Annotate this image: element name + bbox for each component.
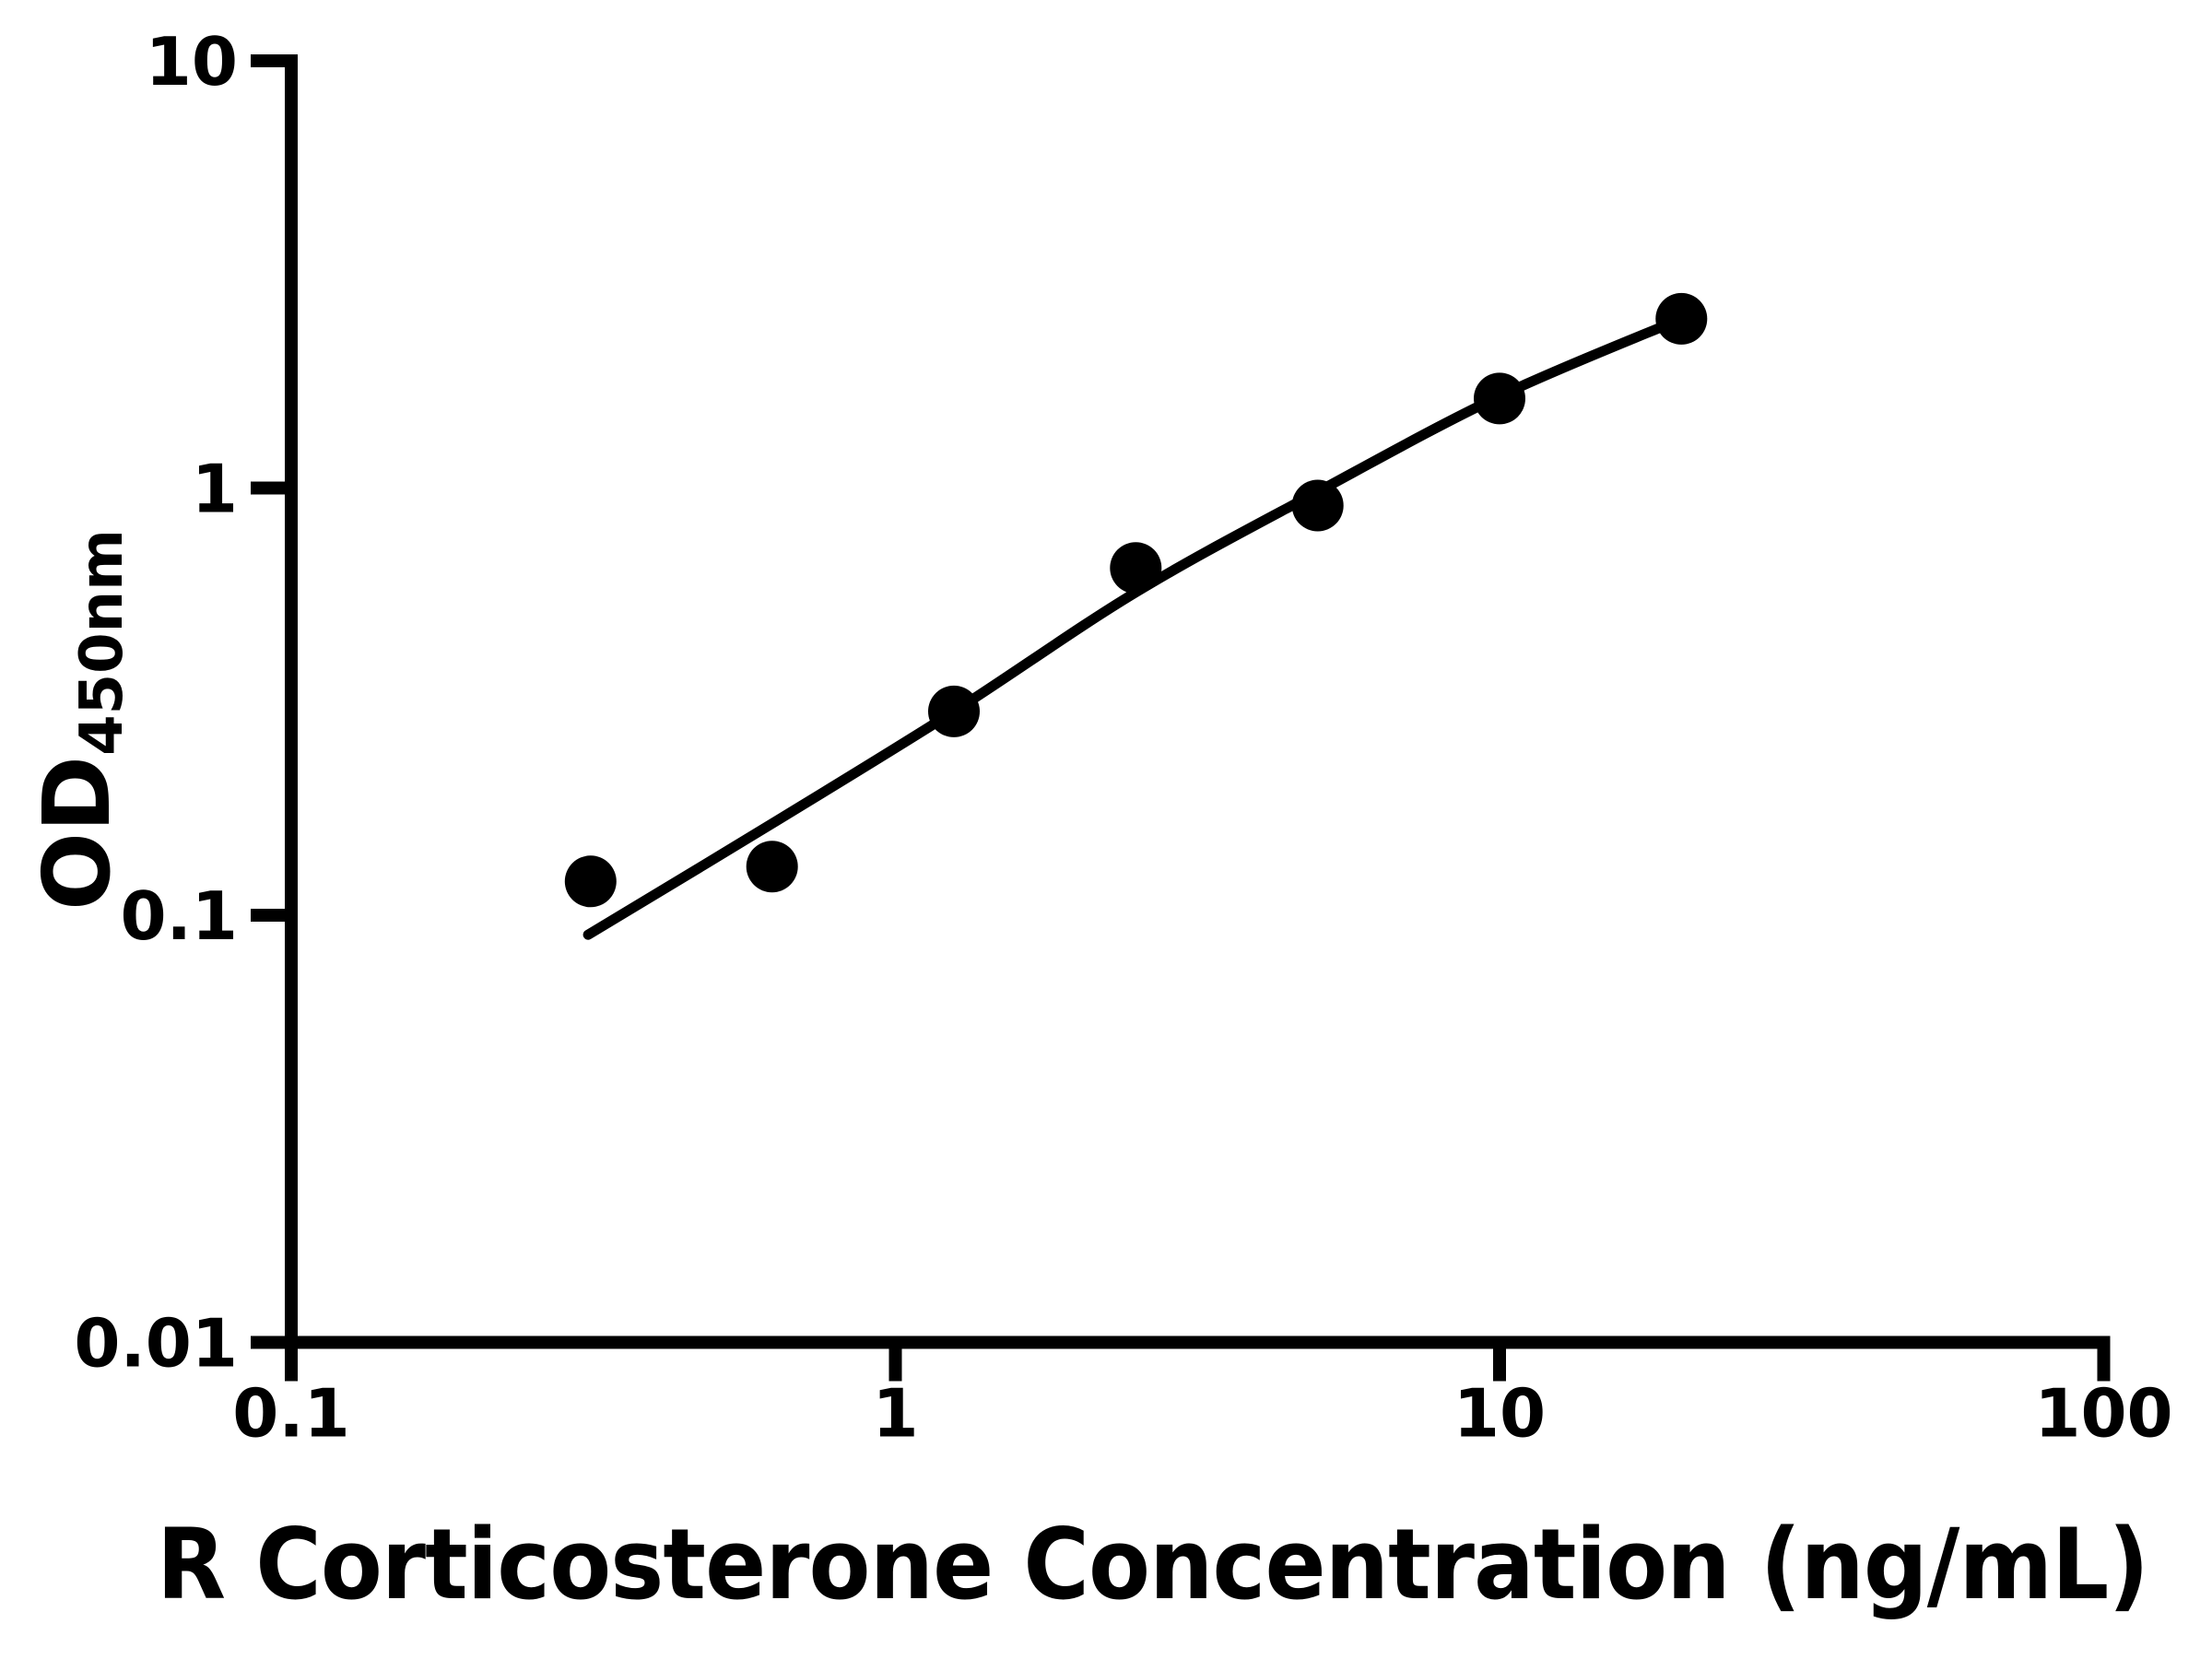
x-tick-label: 100	[2034, 1375, 2172, 1453]
data-point	[1474, 372, 1525, 425]
data-point	[564, 855, 617, 908]
data-point	[1291, 479, 1344, 532]
x-tick-label: 10	[1453, 1375, 1546, 1453]
y-tick-label: 0.01	[74, 1305, 238, 1382]
y-tick-label: 10	[146, 23, 238, 100]
x-axis-title: R Corticosterone Concentration (ng/mL)	[157, 1508, 2149, 1621]
data-point	[1655, 292, 1708, 345]
y-axis-title-subscript: 450nm	[68, 529, 136, 756]
x-tick-label: 1	[872, 1375, 918, 1453]
data-point	[1110, 542, 1162, 594]
x-tick-label: 0.1	[232, 1375, 350, 1453]
y-axis-title-main: OD	[23, 755, 131, 911]
data-point	[746, 841, 798, 893]
data-point	[928, 685, 980, 737]
y-axis-title: OD450nm	[23, 529, 136, 911]
y-tick-label: 1	[192, 451, 238, 528]
y-tick-label: 0.1	[120, 877, 238, 955]
